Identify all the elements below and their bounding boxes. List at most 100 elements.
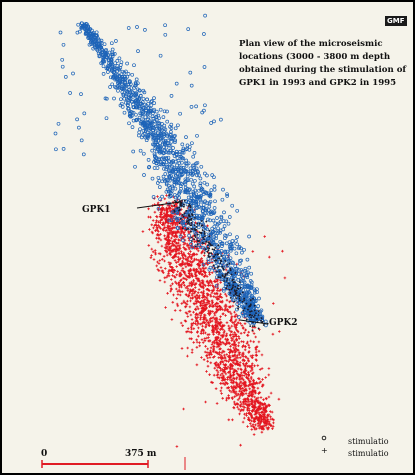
red-event-marker <box>164 249 167 252</box>
red-event-marker <box>267 373 271 377</box>
red-event-marker <box>203 318 206 321</box>
overlap-event-marker <box>229 269 232 272</box>
red-event-marker <box>149 256 153 259</box>
red-event-marker <box>175 445 179 448</box>
red-event-marker <box>208 311 212 315</box>
blue-event-marker <box>196 234 201 238</box>
red-event-marker <box>156 201 160 205</box>
red-event-marker <box>247 402 251 406</box>
blue-event-marker <box>253 288 257 293</box>
blue-event-marker <box>127 79 132 83</box>
overlap-event-marker <box>207 244 209 247</box>
red-event-marker <box>244 328 247 332</box>
red-event-marker <box>216 370 220 374</box>
red-event-marker <box>256 364 260 367</box>
blue-event-marker <box>163 32 168 37</box>
red-event-marker <box>251 403 255 407</box>
blue-event-marker <box>135 117 140 122</box>
blue-event-marker <box>161 162 166 166</box>
red-event-marker <box>175 235 178 238</box>
red-event-marker <box>201 269 205 273</box>
red-event-marker <box>236 385 239 388</box>
red-event-marker <box>208 304 212 307</box>
red-event-marker <box>213 339 216 343</box>
overlap-event-marker <box>208 235 211 238</box>
red-event-marker <box>243 322 247 325</box>
red-event-marker <box>170 278 173 281</box>
red-event-marker <box>194 268 198 271</box>
red-event-marker <box>206 356 209 360</box>
overlap-event-marker <box>260 317 263 319</box>
blue-event-marker <box>185 174 190 179</box>
red-event-marker <box>189 313 193 317</box>
red-event-marker <box>262 407 266 410</box>
blue-event-marker <box>61 147 66 151</box>
overlap-event-marker <box>212 264 215 267</box>
red-event-marker <box>198 294 201 298</box>
overlap-event-marker <box>191 214 194 216</box>
red-event-marker <box>147 244 151 247</box>
red-event-marker <box>250 364 254 367</box>
red-event-marker <box>186 299 189 303</box>
red-event-marker <box>235 338 239 341</box>
red-event-marker <box>177 241 180 245</box>
blue-event-marker <box>113 67 117 72</box>
overlap-event-marker <box>243 307 246 309</box>
blue-event-marker <box>150 126 155 130</box>
red-event-marker <box>251 371 255 375</box>
red-event-marker <box>202 313 206 317</box>
blue-event-marker <box>220 197 225 202</box>
overlap-event-marker <box>188 223 191 225</box>
red-event-marker <box>236 363 240 366</box>
blue-event-marker <box>221 227 226 232</box>
red-event-marker <box>229 390 233 394</box>
red-event-marker <box>215 319 218 322</box>
red-event-marker <box>208 271 211 274</box>
blue-event-marker <box>152 101 157 105</box>
blue-event-marker <box>221 288 226 293</box>
blue-event-marker <box>181 238 185 243</box>
red-event-marker <box>217 363 220 366</box>
red-event-marker <box>238 396 241 400</box>
red-event-marker <box>201 296 204 299</box>
overlap-event-marker <box>203 238 206 241</box>
blue-event-marker <box>203 13 207 18</box>
red-event-marker <box>253 382 257 385</box>
red-event-marker <box>163 280 167 284</box>
red-event-marker <box>219 315 222 318</box>
red-event-marker <box>170 231 174 235</box>
blue-event-marker <box>237 261 242 266</box>
red-event-marker <box>238 373 242 377</box>
blue-event-marker <box>167 163 172 168</box>
blue-event-marker <box>126 72 131 76</box>
red-event-marker <box>231 389 235 392</box>
overlap-event-marker <box>225 287 228 290</box>
blue-event-marker <box>249 271 254 276</box>
blue-event-marker <box>158 150 162 155</box>
red-event-marker <box>254 350 258 354</box>
blue-event-marker <box>122 110 127 115</box>
red-event-marker <box>179 321 183 325</box>
red-event-marker <box>225 367 229 370</box>
red-event-marker <box>198 283 202 286</box>
blue-event-marker <box>166 141 170 146</box>
red-event-marker <box>243 389 246 393</box>
overlap-event-marker <box>179 208 181 211</box>
blue-event-marker <box>54 147 58 152</box>
red-event-marker <box>244 392 248 395</box>
red-event-marker <box>183 238 187 242</box>
overlap-event-marker <box>203 252 206 254</box>
red-event-marker <box>162 228 165 232</box>
blue-event-marker <box>206 260 211 265</box>
red-event-marker <box>255 399 258 402</box>
red-event-marker <box>157 262 161 265</box>
red-event-marker <box>221 328 225 331</box>
red-event-marker <box>190 297 194 300</box>
red-event-marker <box>236 367 240 371</box>
blue-event-marker <box>141 151 146 156</box>
red-event-marker <box>247 350 251 353</box>
blue-event-marker <box>200 215 205 219</box>
blue-event-marker <box>116 79 121 84</box>
red-event-marker <box>230 386 234 390</box>
blue-event-marker <box>148 109 153 114</box>
